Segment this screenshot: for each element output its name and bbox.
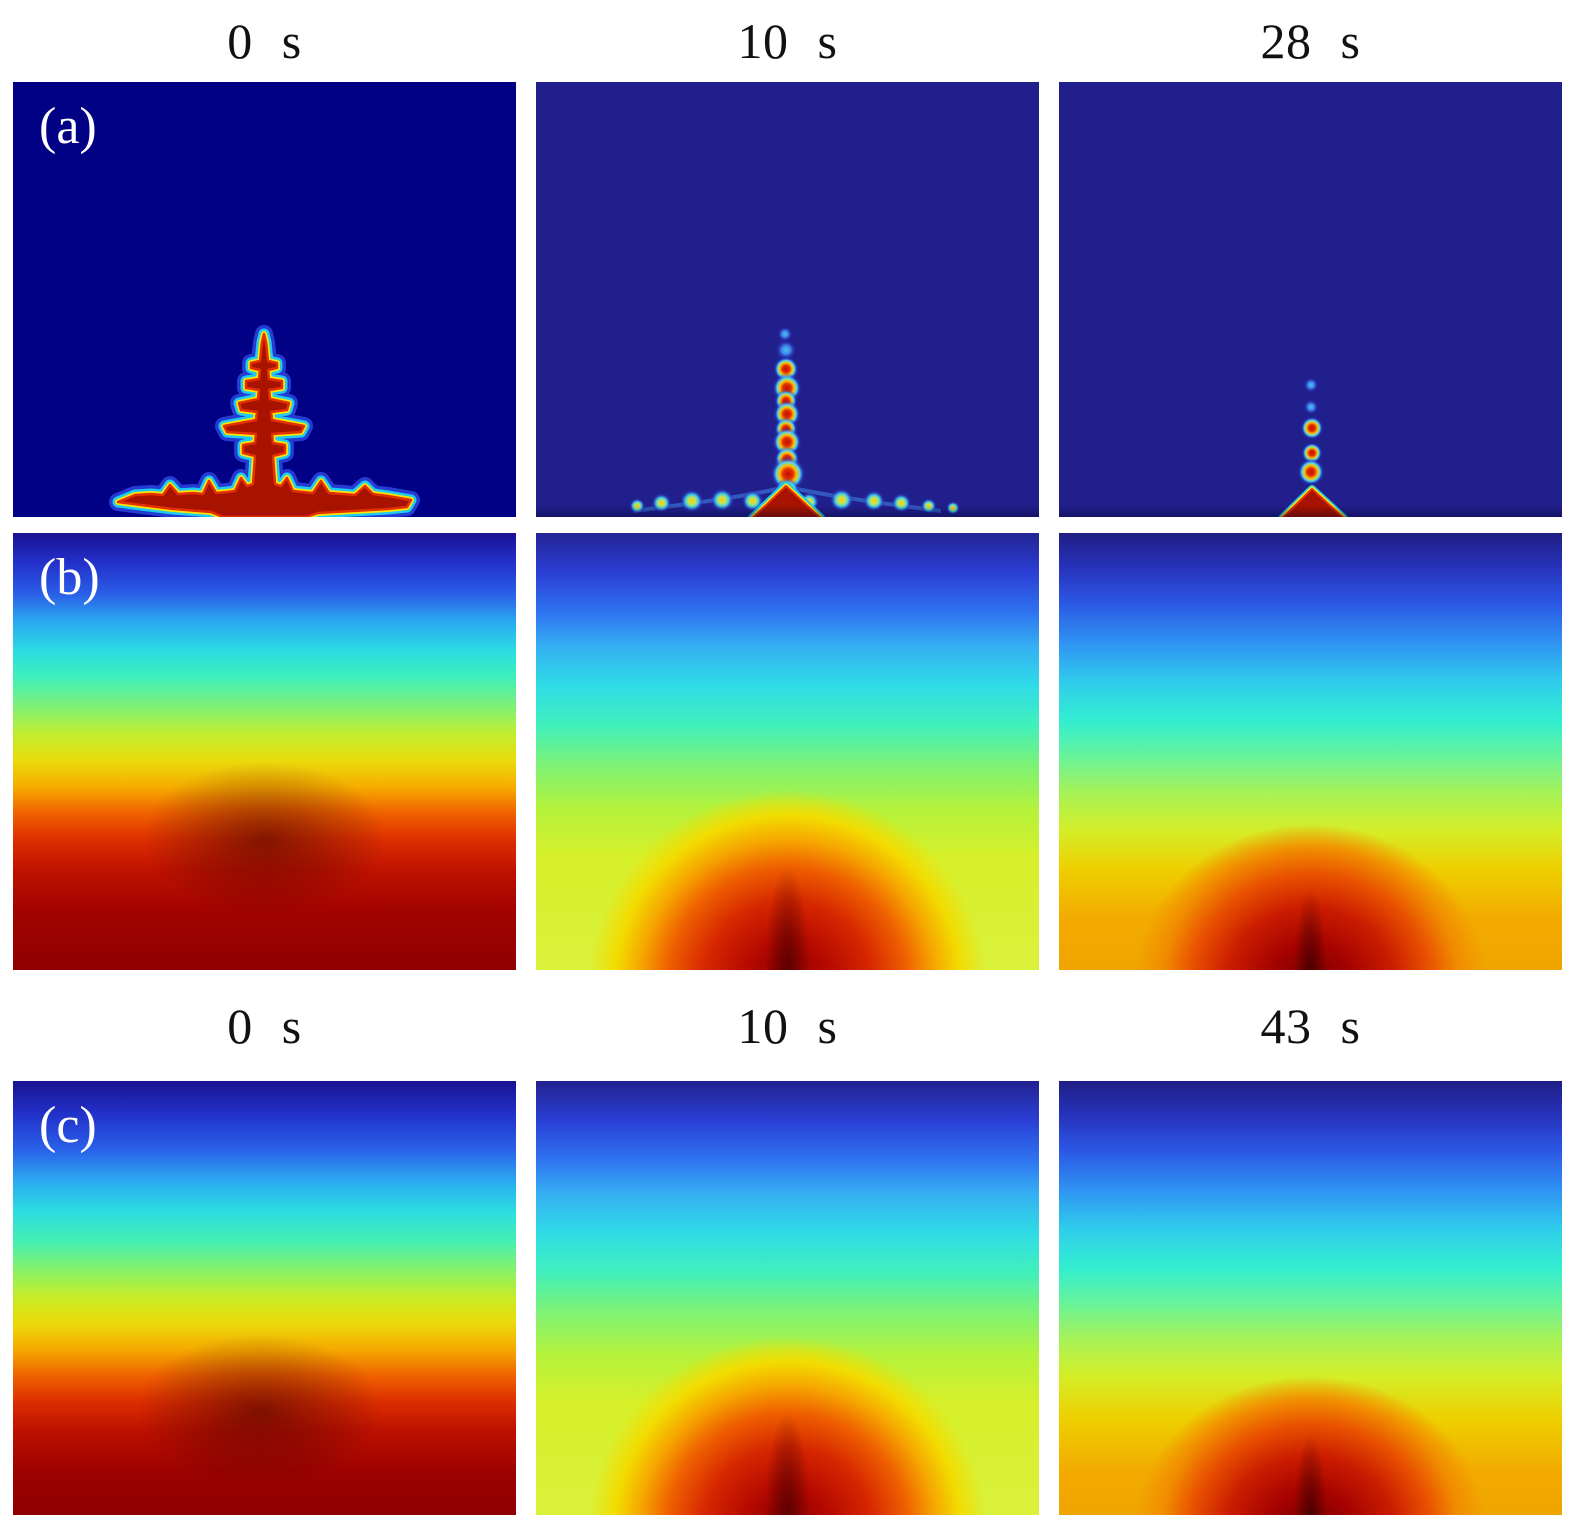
row-b: (b) [0,533,1575,970]
time-label-a2: 10 s [737,13,838,69]
panel-label-b: (b) [39,549,100,606]
time-label-c3: 43 s [1260,997,1361,1054]
panel-b-0s: (b) [13,533,516,970]
time-labels-top: 0 s 10 s 28 s [0,0,1575,82]
panel-c-10s [536,1081,1039,1515]
bottom-boundary-strip [536,505,1039,517]
panel-b-28s [1059,533,1562,970]
panel-label-c: (c) [39,1097,97,1154]
row-gap [0,517,1575,533]
panel-label-a: (a) [39,98,97,155]
residual-droplets-graphic [1059,377,1562,517]
panel-a-0s: (a) [13,82,516,517]
fragmented-dendrite-graphic [629,326,961,517]
row-c: (c) [0,1081,1575,1515]
panel-b-10s [536,533,1039,970]
bottom-margin [0,1515,1575,1526]
time-label-a3: 28 s [1260,13,1361,69]
bottom-boundary-strip [1059,505,1562,517]
panel-a-10s [536,82,1039,517]
panel-c-43s [1059,1081,1562,1515]
panel-a-28s [1059,82,1562,517]
time-label-a1: 0 s [227,13,302,69]
row-a: (a) [0,82,1575,517]
time-label-c2: 10 s [737,997,838,1054]
dendrite-graphic [13,82,516,517]
time-label-c1: 0 s [227,997,302,1054]
time-labels-bottom: 0 s 10 s 43 s [0,970,1575,1081]
panel-c-0s: (c) [13,1081,516,1515]
